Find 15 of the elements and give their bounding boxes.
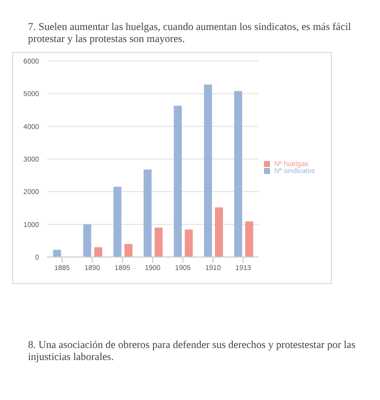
bar [204,84,212,258]
bar [94,247,102,258]
bar [245,222,254,258]
text: 8. Una asociación de obreros para defender sus derechos y protestestar por las injusticias laborales. [28,340,356,364]
bar [184,230,193,258]
bar [113,186,122,258]
bar [154,228,163,258]
bar [53,250,62,258]
bar [144,170,152,258]
bar [83,224,92,258]
bar [234,91,242,258]
bar [174,106,182,258]
chart-title: 7. Suelen aumentar las huelgas, cuando aumentan los sindicatos, es más fácil protestar y las protestas son mayores. [28,22,352,46]
bar [124,244,132,258]
bar [214,207,223,258]
